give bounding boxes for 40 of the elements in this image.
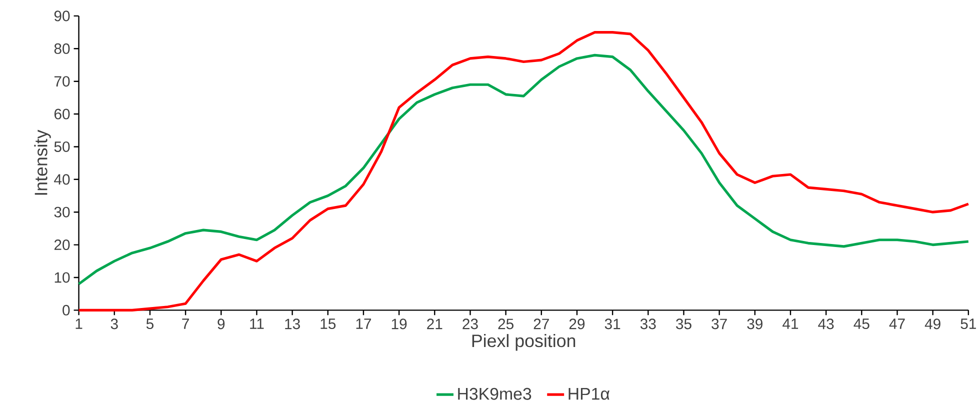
y-tick-label: 20	[54, 240, 70, 250]
y-tick-label: 60	[54, 108, 70, 120]
legend-label: H3K9me3	[458, 388, 532, 400]
x-tick-label: 13	[285, 318, 300, 330]
x-tick-label: 15	[320, 318, 336, 330]
y-tick-label: 30	[54, 206, 70, 218]
y-tick-label: 10	[54, 272, 70, 283]
x-tick-label: 25	[498, 318, 514, 330]
legend-label: HP1α	[568, 388, 610, 400]
y-tick-label: 0	[62, 304, 70, 316]
x-tick-label: 17	[356, 318, 372, 329]
y-axis-title: Intensity	[34, 130, 51, 195]
x-tick-label: 31	[604, 318, 620, 330]
x-tick-label: 43	[818, 318, 834, 330]
x-tick-label: 5	[146, 318, 154, 330]
x-tick-label: 41	[782, 318, 798, 329]
x-tick-label: 33	[640, 318, 656, 330]
x-tick-label: 11	[250, 318, 264, 329]
y-tick-label: 70	[54, 76, 70, 87]
x-tick-label: 37	[712, 318, 727, 330]
y-tick-label: 80	[54, 43, 70, 54]
x-tick-label: 29	[569, 318, 585, 330]
x-tick-label: 7	[182, 318, 189, 329]
x-tick-label: 3	[110, 318, 118, 330]
y-tick-label: 40	[54, 174, 70, 185]
x-tick-label: 19	[392, 318, 407, 330]
y-tick-label: 50	[54, 142, 70, 152]
x-tick-label: 1	[76, 318, 82, 329]
x-tick-label: 27	[534, 318, 549, 330]
x-tick-label: 9	[218, 318, 225, 330]
x-tick-label: 47	[889, 318, 905, 329]
x-tick-label: 23	[462, 318, 478, 330]
x-tick-label: 35	[676, 318, 692, 330]
x-tick-label: 39	[747, 318, 762, 330]
x-tick-label: 45	[854, 318, 870, 330]
x-tick-label: 21	[427, 318, 442, 330]
x-tick-label: 51	[960, 318, 976, 330]
x-tick-label: 49	[924, 318, 940, 330]
x-axis-title: Piexl position	[472, 334, 576, 351]
y-tick-label: 90	[54, 10, 70, 22]
